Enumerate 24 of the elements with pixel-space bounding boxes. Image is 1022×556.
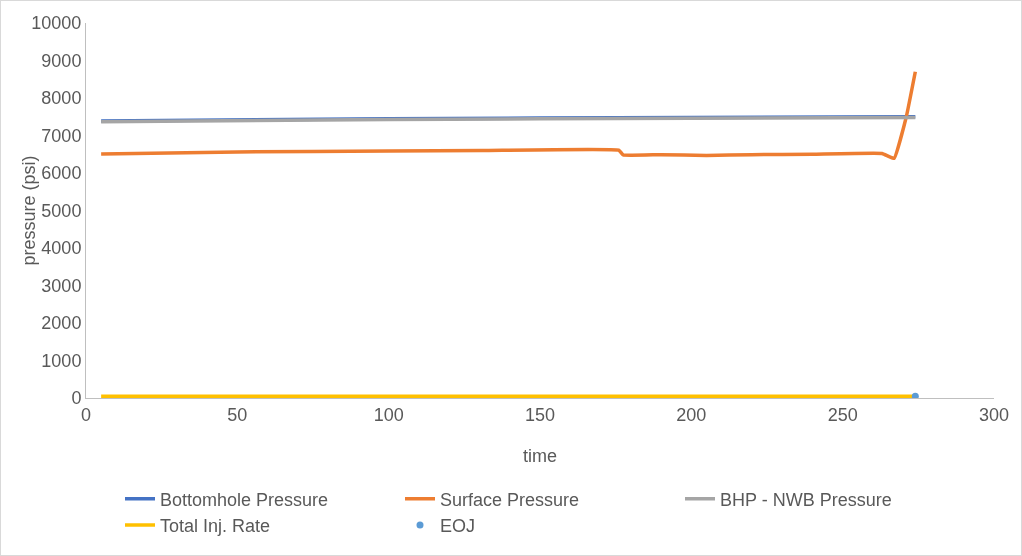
x-axis-title: time xyxy=(522,446,558,466)
y-tick-label: 1000 xyxy=(41,350,82,371)
x-tick-label: 50 xyxy=(227,404,248,425)
y-tick-label: 3000 xyxy=(41,275,82,296)
legend-label: Surface Pressure xyxy=(440,489,580,510)
y-tick-label: 8000 xyxy=(41,88,82,109)
x-tick-label: 150 xyxy=(524,404,556,425)
y-tick-label: 4000 xyxy=(41,238,82,259)
x-tick-label: 200 xyxy=(676,404,707,425)
y-tick-label: 2000 xyxy=(41,313,82,334)
y-axis-title: pressure (psi) xyxy=(19,155,40,266)
x-tick-label: 300 xyxy=(978,404,1010,425)
y-tick-label: 5000 xyxy=(41,200,82,221)
legend-label: EOJ xyxy=(440,516,476,537)
x-tick-label: 100 xyxy=(373,404,404,425)
x-tick-label: 250 xyxy=(827,404,858,425)
y-tick-label: 6000 xyxy=(41,163,82,184)
y-tick-label: 10000 xyxy=(31,13,82,34)
legend-label: Total Inj. Rate xyxy=(160,516,271,537)
y-tick-label: 9000 xyxy=(41,50,82,71)
y-tick-label: 0 xyxy=(71,388,82,409)
y-tick-label: 7000 xyxy=(41,125,82,146)
legend-label: BHP - NWB Pressure xyxy=(720,489,892,510)
legend-label: Bottomhole Pressure xyxy=(160,489,329,510)
